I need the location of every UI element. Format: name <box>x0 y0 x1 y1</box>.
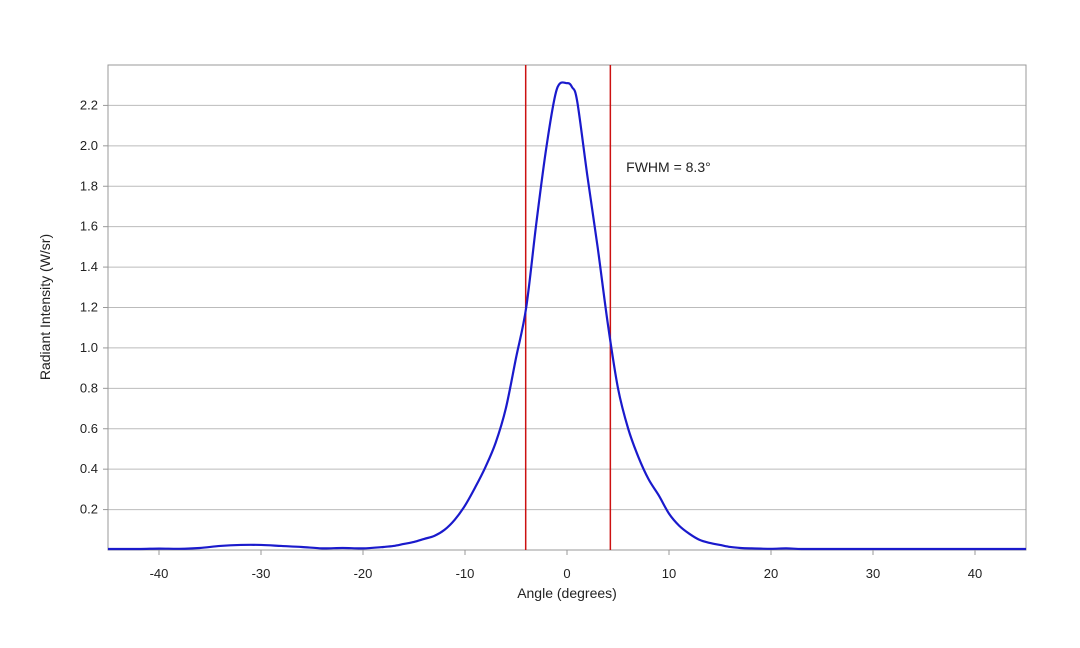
y-tick-label: 0.2 <box>80 502 98 517</box>
x-tick-label: 0 <box>563 566 570 581</box>
y-tick-label: 1.8 <box>80 178 98 193</box>
intensity-series-line <box>107 81 1026 551</box>
y-tick-label: 1.0 <box>80 340 98 355</box>
y-tick-label: 1.2 <box>80 300 98 315</box>
x-tick-label: 20 <box>764 566 778 581</box>
gridlines <box>108 104 1026 511</box>
x-tick-label: 40 <box>968 566 982 581</box>
y-tick-label: 0.6 <box>80 421 98 436</box>
y-axis-title: Radiant Intensity (W/sr) <box>37 234 53 380</box>
series-layer <box>107 81 1026 551</box>
y-tick-label: 0.4 <box>80 461 98 476</box>
x-axis-ticks: -40 -30 -20 -10 0 10 20 30 40 <box>150 550 982 581</box>
y-tick-label: 1.4 <box>80 259 98 274</box>
y-tick-label: 1.6 <box>80 219 98 234</box>
x-tick-label: -20 <box>354 566 373 581</box>
y-tick-label: 0.8 <box>80 380 98 395</box>
x-tick-label: -30 <box>252 566 271 581</box>
x-axis-title: Angle (degrees) <box>517 585 617 601</box>
y-tick-label: 2.0 <box>80 138 98 153</box>
x-tick-label: -40 <box>150 566 169 581</box>
x-tick-label: -10 <box>456 566 475 581</box>
y-tick-label: 2.2 <box>80 97 98 112</box>
fwhm-annotation: FWHM = 8.3° <box>626 159 711 175</box>
x-tick-label: 10 <box>662 566 676 581</box>
x-tick-label: 30 <box>866 566 880 581</box>
y-axis-ticks: 0.2 0.4 0.6 0.8 1.0 1.2 1.4 1.6 1.8 2.0 2.2 <box>80 97 108 517</box>
